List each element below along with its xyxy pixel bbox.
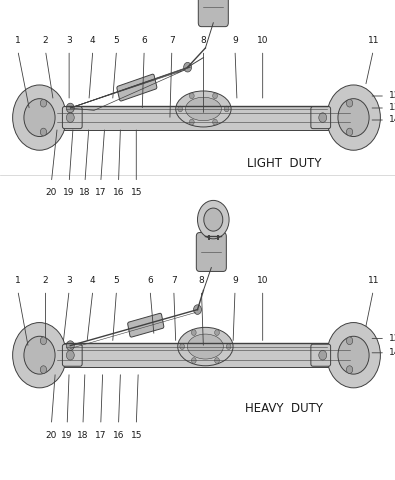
- Circle shape: [346, 128, 353, 136]
- Text: 16: 16: [113, 188, 124, 197]
- Circle shape: [24, 336, 55, 374]
- Text: 7: 7: [171, 276, 177, 285]
- Text: 2: 2: [43, 276, 48, 285]
- Text: 11: 11: [367, 276, 379, 285]
- Circle shape: [338, 336, 369, 374]
- Text: 1: 1: [15, 36, 21, 45]
- Text: 18: 18: [79, 188, 91, 197]
- Circle shape: [66, 103, 74, 113]
- Text: 18: 18: [77, 431, 89, 440]
- Bar: [57, 106, 350, 130]
- Ellipse shape: [186, 97, 221, 120]
- Circle shape: [190, 119, 194, 125]
- Circle shape: [214, 358, 219, 363]
- Circle shape: [327, 85, 380, 150]
- Text: 12: 12: [389, 334, 395, 343]
- Text: HEAVY  DUTY: HEAVY DUTY: [245, 401, 324, 415]
- Text: LIGHT  DUTY: LIGHT DUTY: [247, 156, 322, 170]
- Text: 5: 5: [114, 36, 119, 45]
- Circle shape: [226, 344, 231, 349]
- Text: 3: 3: [66, 276, 72, 285]
- Text: 6: 6: [141, 36, 147, 45]
- Circle shape: [224, 106, 229, 112]
- Circle shape: [204, 208, 223, 231]
- Text: 17: 17: [95, 188, 107, 197]
- Ellipse shape: [176, 91, 231, 127]
- Text: 8: 8: [201, 36, 206, 45]
- Circle shape: [178, 106, 182, 112]
- Circle shape: [66, 113, 74, 122]
- Circle shape: [327, 323, 380, 388]
- Text: 17: 17: [95, 431, 107, 440]
- Text: 3: 3: [66, 36, 72, 45]
- FancyBboxPatch shape: [196, 233, 226, 272]
- Text: 15: 15: [130, 431, 142, 440]
- Text: 12: 12: [389, 92, 395, 100]
- Circle shape: [192, 358, 196, 363]
- Text: 8: 8: [199, 276, 204, 285]
- FancyBboxPatch shape: [62, 107, 82, 129]
- Text: 15: 15: [130, 188, 142, 197]
- Circle shape: [40, 366, 47, 373]
- Text: 4: 4: [90, 276, 96, 285]
- Text: 20: 20: [46, 188, 57, 197]
- Text: 5: 5: [114, 276, 119, 285]
- Text: 9: 9: [232, 36, 238, 45]
- Circle shape: [346, 366, 353, 373]
- Text: 10: 10: [257, 276, 269, 285]
- Circle shape: [40, 128, 47, 136]
- Circle shape: [346, 99, 353, 107]
- Text: 14: 14: [389, 116, 395, 124]
- Text: 19: 19: [61, 431, 73, 440]
- Text: 2: 2: [43, 36, 48, 45]
- Circle shape: [194, 305, 201, 314]
- Ellipse shape: [178, 327, 233, 366]
- Ellipse shape: [188, 334, 224, 359]
- Text: 6: 6: [147, 276, 153, 285]
- Text: 20: 20: [46, 431, 57, 440]
- Circle shape: [180, 344, 184, 349]
- Text: 9: 9: [232, 276, 238, 285]
- Text: 14: 14: [389, 348, 395, 357]
- Text: 11: 11: [367, 36, 379, 45]
- Text: 13: 13: [389, 104, 395, 112]
- FancyBboxPatch shape: [128, 313, 164, 337]
- Circle shape: [66, 350, 74, 360]
- Circle shape: [40, 99, 47, 107]
- Circle shape: [213, 93, 217, 99]
- Circle shape: [346, 337, 353, 345]
- FancyBboxPatch shape: [311, 344, 331, 366]
- Text: 7: 7: [169, 36, 175, 45]
- FancyBboxPatch shape: [198, 0, 228, 26]
- Text: 4: 4: [90, 36, 96, 45]
- FancyBboxPatch shape: [62, 344, 82, 366]
- Circle shape: [24, 99, 55, 136]
- Circle shape: [214, 330, 219, 336]
- Circle shape: [192, 330, 196, 336]
- Circle shape: [13, 85, 66, 150]
- Circle shape: [13, 323, 66, 388]
- Circle shape: [319, 113, 327, 122]
- Circle shape: [338, 99, 369, 136]
- Circle shape: [198, 201, 229, 239]
- FancyBboxPatch shape: [117, 74, 157, 101]
- Text: 19: 19: [63, 188, 75, 197]
- Circle shape: [184, 62, 192, 72]
- Circle shape: [66, 341, 74, 350]
- Text: 16: 16: [113, 431, 124, 440]
- FancyBboxPatch shape: [311, 107, 331, 129]
- Bar: [57, 343, 350, 367]
- Circle shape: [319, 350, 327, 360]
- Circle shape: [190, 93, 194, 99]
- Text: 10: 10: [257, 36, 269, 45]
- Circle shape: [213, 119, 217, 125]
- Circle shape: [40, 337, 47, 345]
- Text: 1: 1: [15, 276, 21, 285]
